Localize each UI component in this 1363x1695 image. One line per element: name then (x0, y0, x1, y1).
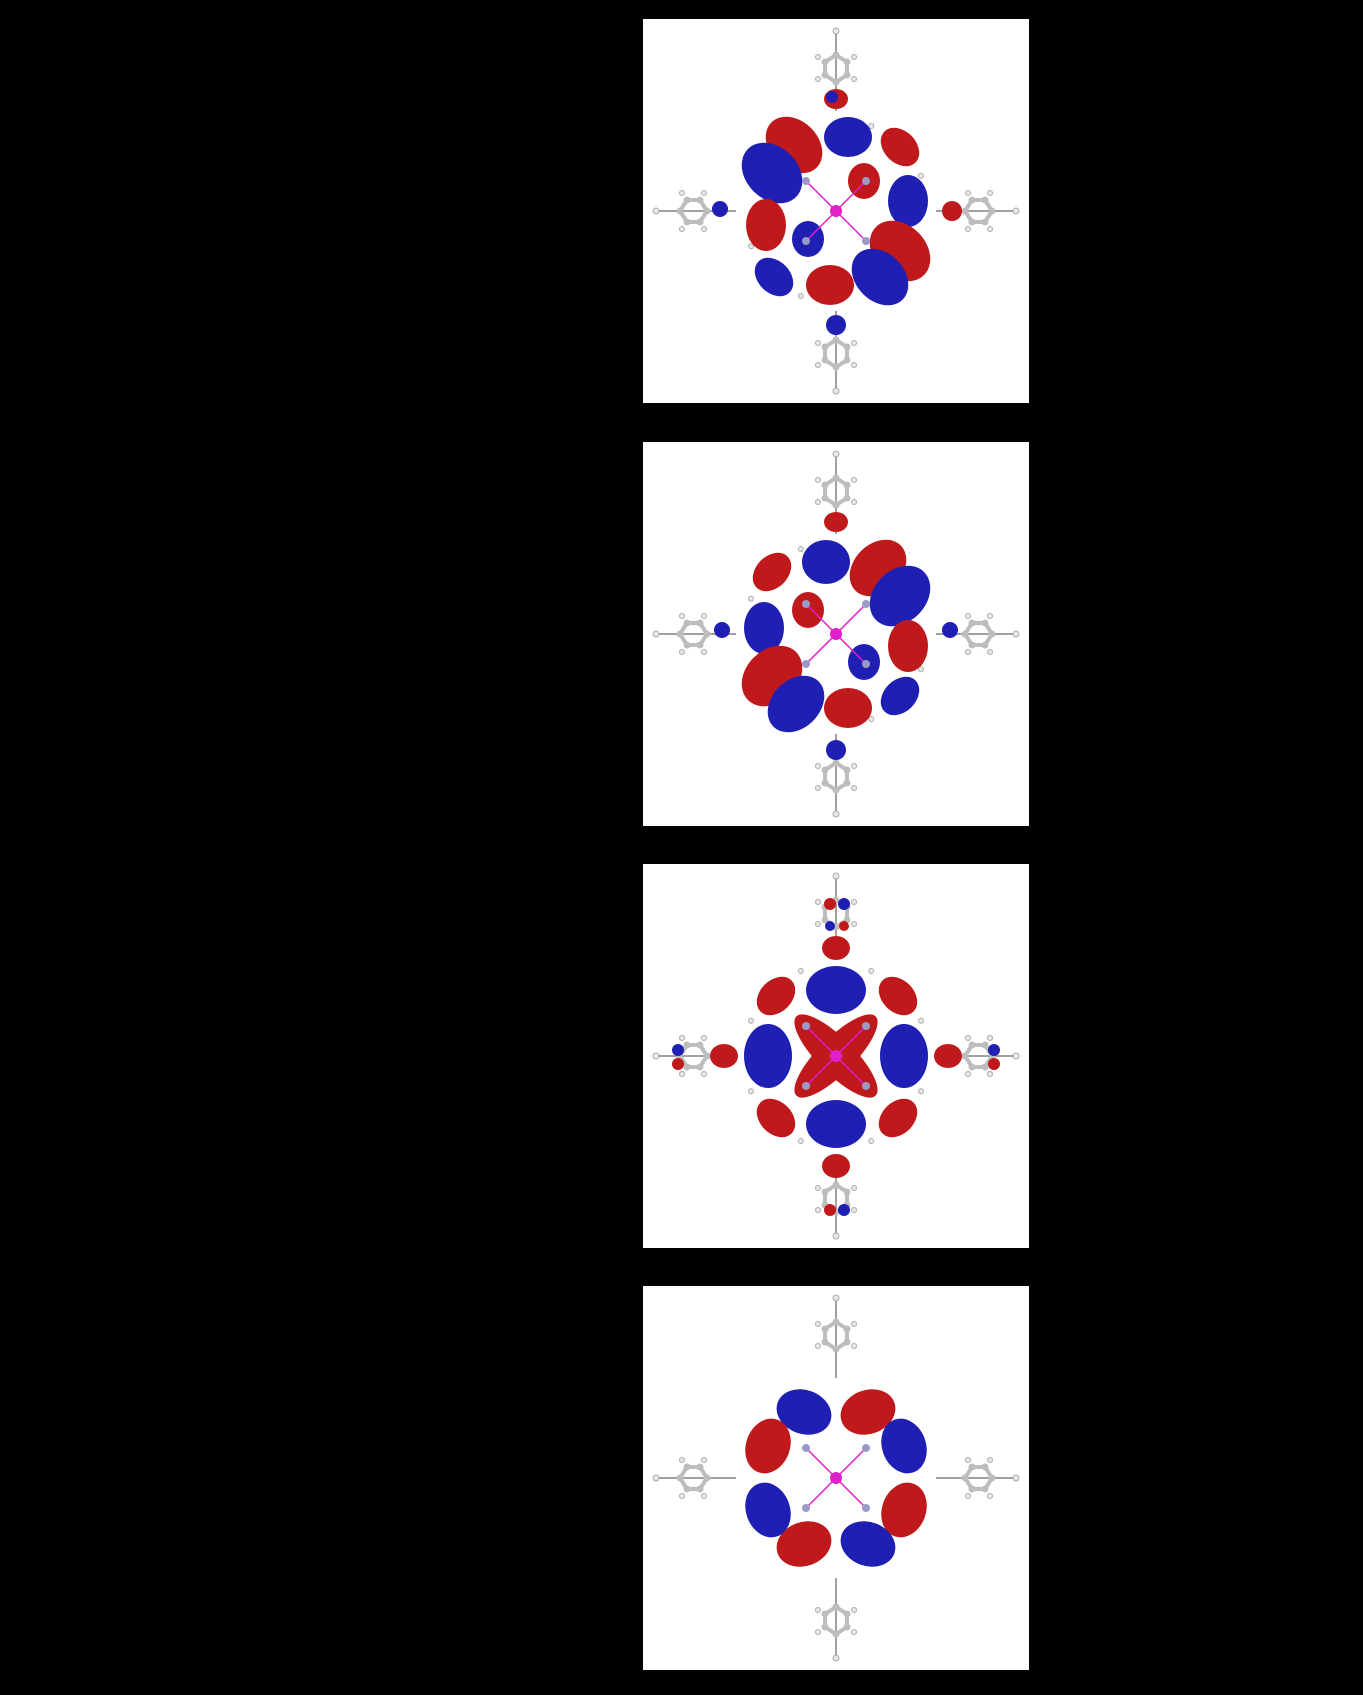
molecular-orbital-image-4 (652, 1294, 1020, 1662)
orbital-panel-2 (643, 442, 1029, 826)
molecular-orbital-image-1 (652, 27, 1020, 395)
molecular-orbital-image-3 (652, 872, 1020, 1240)
metal-center (802, 1444, 870, 1512)
metal-center (802, 177, 870, 245)
orbital-panel-4 (643, 1286, 1029, 1670)
metal-center (802, 600, 870, 668)
orbital-lobes (712, 89, 962, 335)
orbital-lobes (714, 512, 958, 760)
metal-center (802, 1022, 870, 1090)
orbital-lobes (745, 1389, 927, 1567)
molecular-orbital-image-2 (652, 450, 1020, 818)
orbital-panel-1 (643, 19, 1029, 403)
orbital-panel-3 (643, 864, 1029, 1248)
